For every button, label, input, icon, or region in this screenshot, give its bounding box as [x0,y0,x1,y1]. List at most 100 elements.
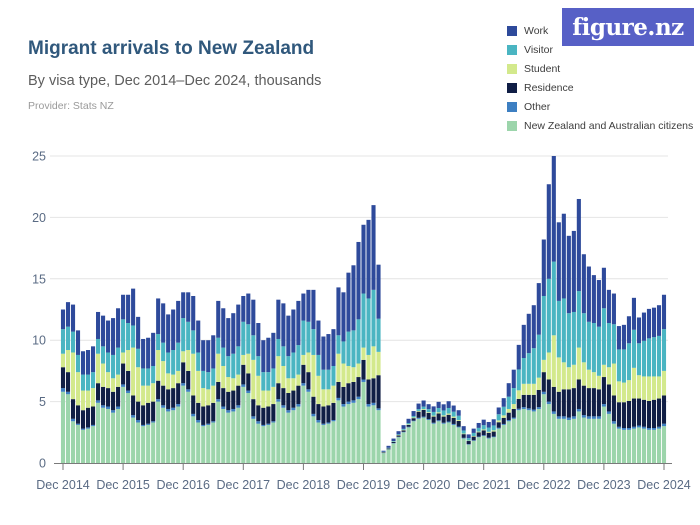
bar-segment [576,347,581,380]
bar-segment [331,385,336,403]
bar-segment [256,423,261,463]
bar-segment [116,308,121,348]
bar-segment [301,385,306,463]
bar-segment [266,423,271,425]
bar-segment [106,388,111,407]
bar-segment [406,418,411,424]
bar-segment [641,399,647,427]
bar-segment [396,437,401,463]
bar-segment [506,383,511,397]
bar-segment [651,376,657,400]
bar-segment [196,352,201,371]
bar-segment [566,389,571,418]
bar-segment [206,424,211,463]
bar-segment [616,402,621,427]
bar-segment [566,417,571,421]
bar-segment [461,426,466,431]
bar-segment [551,411,556,414]
bar-segment [421,409,426,417]
bar-segment [596,326,601,376]
bar-segment [126,390,131,394]
bar-segment [661,370,667,396]
bar-segment [491,436,496,438]
bar-segment [641,428,647,463]
bar-segment [636,375,641,399]
bar-segment [65,372,71,392]
bar-segment [176,370,181,384]
bar-segment [551,261,556,336]
x-axis-label: Dec 2023 [577,478,631,492]
bar-segment [191,353,196,396]
bar-segment [441,422,446,424]
bar-segment [531,383,536,395]
bar-segment [70,399,76,419]
bar-segment [96,338,101,354]
bar-segment [131,415,136,418]
bar-segment [221,406,226,409]
legend-label: Work [524,24,549,37]
bar-segment [80,410,86,429]
bar-segment [651,307,657,338]
bar-segment [331,365,336,386]
x-axis-label: Dec 2016 [156,478,210,492]
bar-segment [626,429,631,463]
bar-segment [391,443,396,463]
bar-segment [216,353,221,382]
bar-segment [636,427,641,463]
bar-segment [656,305,662,336]
bar-segment [606,411,611,414]
bar-segment [436,420,441,422]
bar-segment [296,404,301,407]
bar-segment [661,426,667,463]
bar-segment [80,390,86,411]
bar-segment [196,370,201,403]
legend-label: Residence [524,81,574,94]
bar-segment [526,383,531,395]
bar-segment [621,429,626,463]
bar-segment [281,407,286,463]
bar-segment [456,420,461,421]
bar-segment [316,420,321,423]
bar-segment [171,309,176,351]
legend-item: New Zealand and Australian citizens [507,116,693,135]
bar-segment [561,298,566,363]
bar-segment [261,424,266,427]
bar-segment [361,381,366,463]
bar-segment [531,305,536,349]
bar-segment [196,420,201,423]
bar-segment [216,300,221,338]
bar-segment [251,416,256,419]
bar-segment [236,374,241,386]
x-axis-label: Dec 2020 [397,478,451,492]
bar-segment [216,337,221,354]
legend-swatch [507,101,517,112]
bar-segment [596,418,601,463]
legend-item: Residence [507,78,693,97]
bar-segment [476,437,481,463]
bar-segment [96,311,101,339]
bar-segment [361,224,366,294]
bar-segment [601,308,606,365]
bar-segment [246,373,251,391]
bar-segment [361,347,366,360]
bar-segment [571,230,576,312]
bar-segment [431,415,436,417]
bar-segment [106,408,111,463]
bar-segment [486,437,491,439]
bar-segment [636,317,641,344]
x-axis-label: Dec 2017 [217,478,271,492]
y-axis-label: 25 [32,150,46,164]
bar-segment [346,365,351,384]
bar-segment [156,401,161,463]
bar-segment [421,417,426,463]
provider-note: Provider: Stats NZ [28,100,114,112]
bar-segment [431,423,436,463]
bar-segment [441,423,446,463]
bar-segment [151,421,156,423]
bar-segment [326,389,331,406]
bar-segment [70,352,76,400]
bar-segment [481,429,486,431]
figure-nz-logo[interactable]: figure.nz [562,8,694,46]
bar-segment [311,354,316,397]
bar-segment [166,373,171,390]
